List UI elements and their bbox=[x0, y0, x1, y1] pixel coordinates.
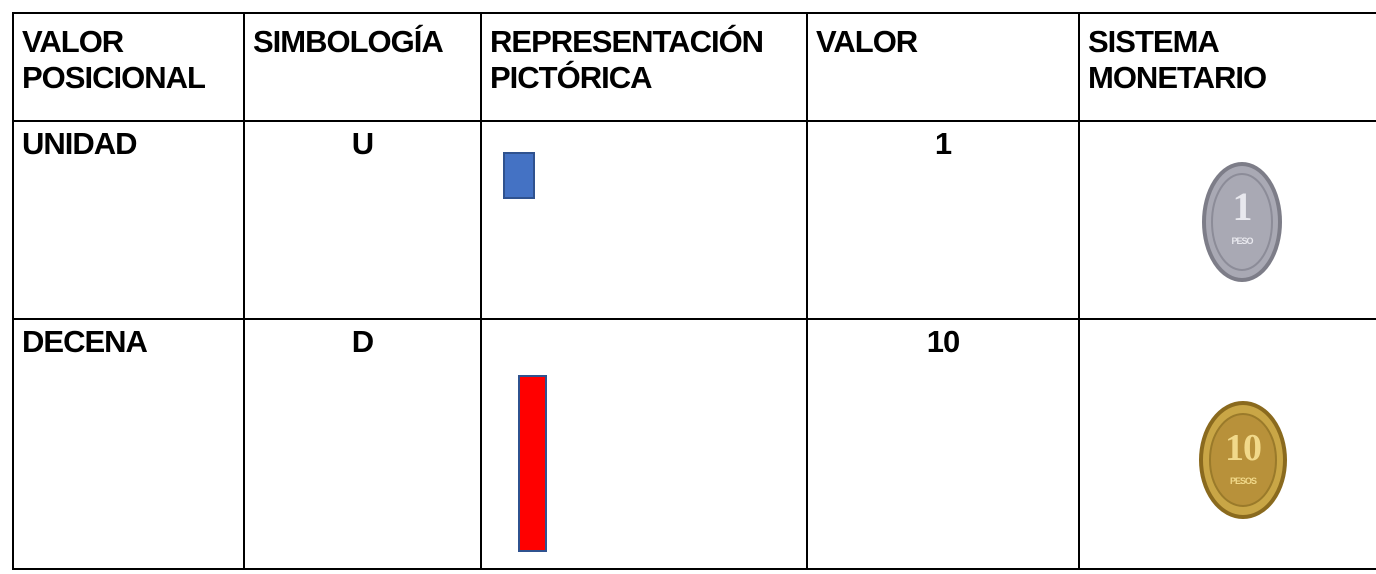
unit-square bbox=[503, 152, 537, 202]
cell-symbol: D bbox=[243, 318, 480, 570]
coin-numeral: 1 bbox=[1233, 184, 1252, 229]
cell-name: DECENA bbox=[12, 318, 243, 570]
cell-value: 1 bbox=[806, 120, 1078, 318]
page: VALOR POSICIONAL SIMBOLOGÍA REPRESENTACI… bbox=[0, 0, 1376, 574]
header-cell: VALOR bbox=[806, 12, 1078, 120]
cell-symbol: U bbox=[243, 120, 480, 318]
coin-numeral: 10 bbox=[1225, 427, 1261, 469]
header-cell: VALOR POSICIONAL bbox=[12, 12, 243, 120]
coin-10-pesos: 10 PESOS bbox=[1198, 400, 1288, 520]
coin-unit: PESOS bbox=[1230, 476, 1257, 486]
cell-picture bbox=[480, 318, 806, 570]
cell-value: 10 bbox=[806, 318, 1078, 570]
header-cell: REPRESENTACIÓN PICTÓRICA bbox=[480, 12, 806, 120]
header-cell: SIMBOLOGÍA bbox=[243, 12, 480, 120]
header-cell: SISTEMA MONETARIO bbox=[1078, 12, 1376, 120]
cell-coin: 10 PESOS bbox=[1078, 318, 1376, 570]
cell-coin: 1 PESO bbox=[1078, 120, 1376, 318]
ten-bar bbox=[518, 375, 550, 555]
coin-1-peso: 1 PESO bbox=[1200, 160, 1286, 284]
cell-name: UNIDAD bbox=[12, 120, 243, 318]
coin-unit: PESO bbox=[1231, 236, 1253, 246]
cell-picture bbox=[480, 120, 806, 318]
